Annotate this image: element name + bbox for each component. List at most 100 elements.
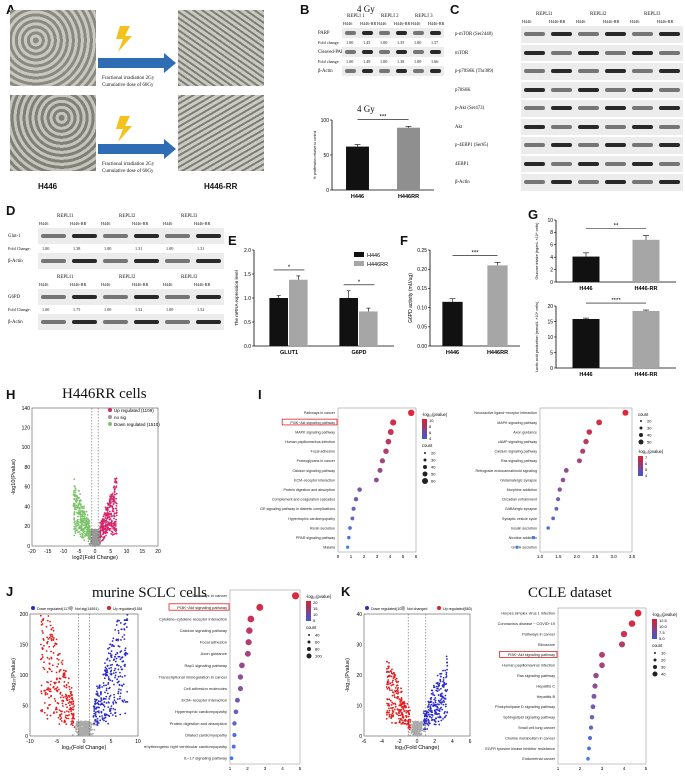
blot-band xyxy=(134,320,159,324)
y-tick-label: 0.5 xyxy=(244,320,251,326)
replicate-label: REPLI2 xyxy=(119,214,136,219)
data-point xyxy=(99,536,101,538)
data-point xyxy=(393,671,395,674)
data-point xyxy=(42,638,45,640)
data-point xyxy=(441,708,444,711)
pathway-label: Neuroactive ligand−receptor interaction xyxy=(474,411,537,415)
data-point xyxy=(109,652,112,655)
data-point xyxy=(56,690,59,693)
data-point xyxy=(438,716,441,719)
lane-label: H446 xyxy=(522,19,532,24)
data-point xyxy=(48,645,51,648)
data-point xyxy=(106,665,109,667)
data-point xyxy=(67,710,70,713)
x-tick-label: 5 xyxy=(109,549,112,555)
data-point xyxy=(93,538,96,541)
data-point xyxy=(114,653,117,656)
blot-strip xyxy=(38,253,224,269)
arrow-right-icon xyxy=(98,53,176,73)
data-point xyxy=(114,667,117,670)
data-point xyxy=(42,666,45,669)
data-point xyxy=(106,512,109,515)
pathway-label: Focal adhesion xyxy=(311,450,335,454)
fold-change-value: 1.38 xyxy=(73,246,81,251)
data-point xyxy=(97,702,100,705)
data-point xyxy=(107,676,110,678)
data-point xyxy=(108,715,111,718)
blot-band xyxy=(196,234,221,238)
data-point xyxy=(434,711,437,714)
data-point xyxy=(113,533,116,535)
data-point xyxy=(111,680,114,682)
data-point xyxy=(123,628,126,630)
y-tick-label: 80 xyxy=(24,465,30,471)
data-point xyxy=(112,508,115,511)
data-point xyxy=(92,542,94,545)
data-point xyxy=(433,686,436,689)
data-point xyxy=(75,499,78,501)
data-point xyxy=(113,515,116,518)
lane-label: H446-RR xyxy=(549,19,566,24)
data-point xyxy=(82,530,85,532)
replicate-label: REPLI 1 xyxy=(347,14,365,19)
data-point xyxy=(112,659,115,662)
colorbar-tick: 20 xyxy=(313,600,318,605)
data-point xyxy=(74,487,77,490)
data-point xyxy=(39,614,42,617)
lane-label: H446 xyxy=(163,282,173,287)
data-point xyxy=(103,705,106,708)
blot-band xyxy=(632,87,653,92)
data-point xyxy=(387,683,390,686)
data-point xyxy=(112,527,115,530)
blot-band xyxy=(103,295,128,299)
plot-frame xyxy=(557,607,647,765)
data-point xyxy=(94,703,96,706)
data-point xyxy=(393,673,396,676)
data-point xyxy=(102,525,105,528)
data-point xyxy=(433,694,436,697)
data-point xyxy=(92,715,95,717)
data-point xyxy=(446,711,449,714)
data-point xyxy=(74,489,77,492)
x-tick-label: -20 xyxy=(28,549,35,555)
data-point xyxy=(104,673,107,676)
panel-h-title: H446RR cells xyxy=(62,386,147,402)
data-point xyxy=(61,663,64,666)
data-point xyxy=(412,728,414,731)
data-point xyxy=(439,707,442,710)
data-point xyxy=(440,672,443,675)
data-point xyxy=(432,718,434,721)
data-point xyxy=(112,495,115,498)
bar xyxy=(269,298,288,346)
y-tick-label: 15 xyxy=(547,319,553,325)
data-point xyxy=(433,698,436,701)
pathway-dot xyxy=(357,487,362,492)
y-tick-label: 10 xyxy=(547,335,553,341)
x-tick-label: H446 xyxy=(579,286,592,292)
data-point xyxy=(427,713,430,716)
data-point xyxy=(65,694,68,697)
data-point xyxy=(75,529,78,532)
data-point xyxy=(444,683,447,686)
data-point xyxy=(435,682,438,685)
data-point xyxy=(125,626,128,628)
data-point xyxy=(79,521,82,524)
data-point xyxy=(39,643,42,646)
data-point xyxy=(406,723,408,726)
data-point xyxy=(73,726,76,729)
data-point xyxy=(84,532,86,535)
data-point xyxy=(57,654,59,657)
row-label: G6PD xyxy=(8,295,20,300)
data-point xyxy=(445,714,448,717)
plot-frame xyxy=(31,407,159,547)
data-point xyxy=(103,673,105,676)
data-point xyxy=(106,713,108,716)
data-point xyxy=(395,680,398,682)
pathway-dot xyxy=(232,721,237,726)
panel-label-a: A xyxy=(6,2,15,17)
blot-band xyxy=(605,87,626,92)
data-point xyxy=(75,722,78,725)
pathway-dot xyxy=(291,592,300,600)
data-point xyxy=(57,663,60,665)
data-point xyxy=(105,689,108,692)
